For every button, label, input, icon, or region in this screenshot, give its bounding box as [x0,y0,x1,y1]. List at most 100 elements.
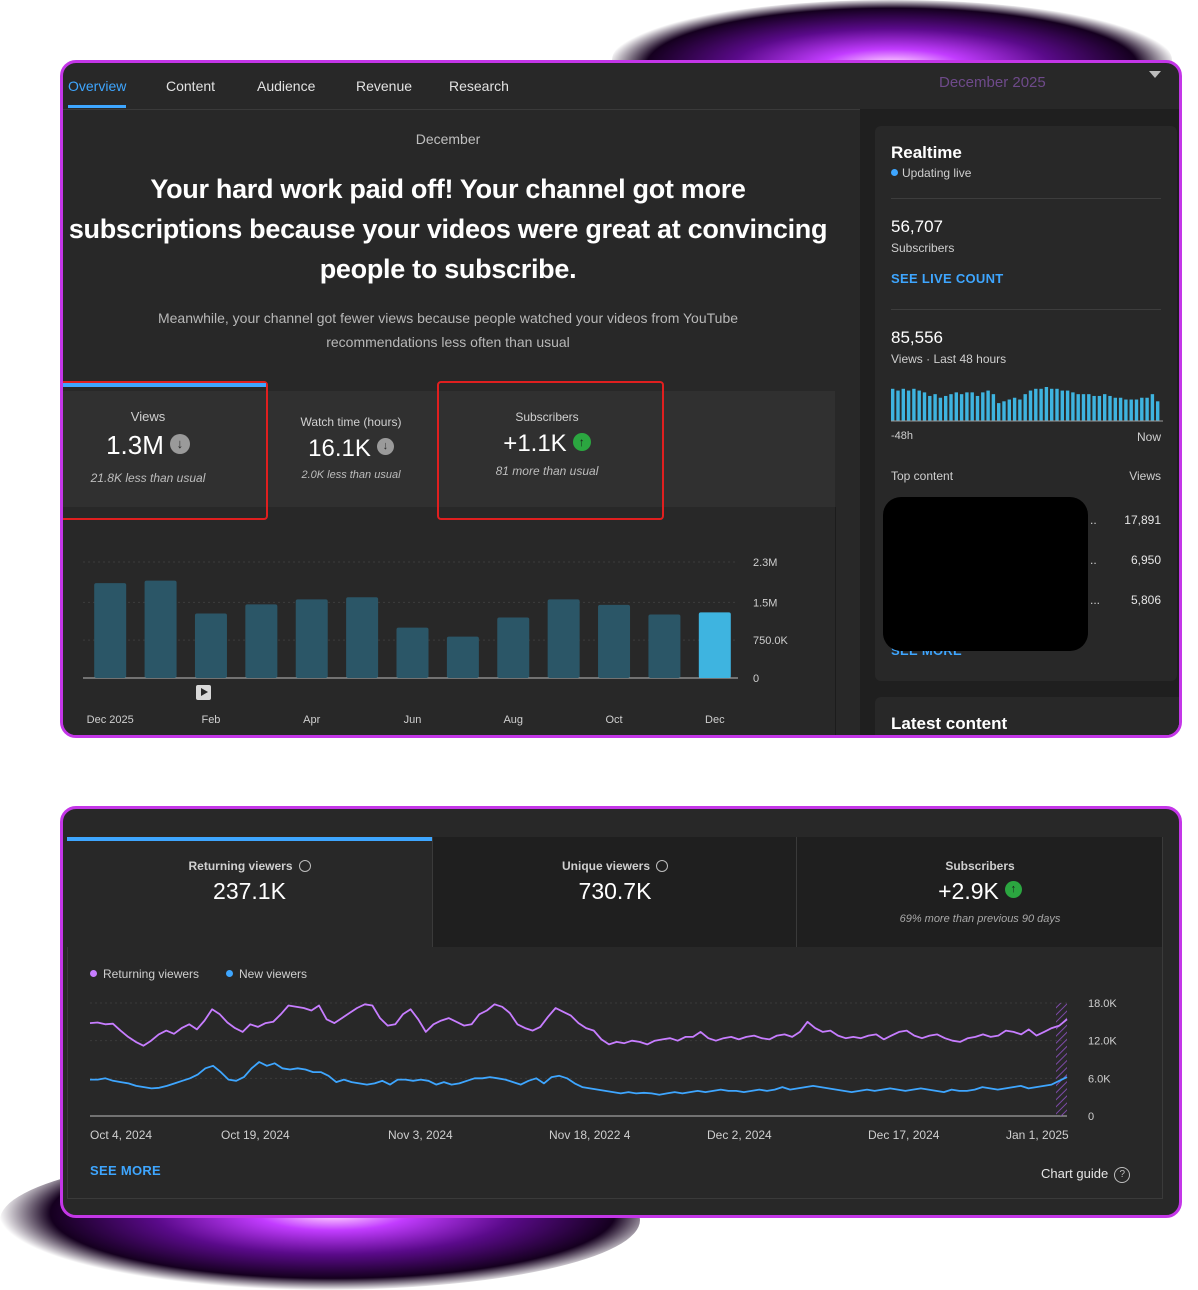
bar [1065,390,1070,421]
card-value: +2.9K [938,878,999,904]
subscriber-label: Subscribers [891,241,955,255]
top-content-views-label: Views [1129,469,1161,483]
x-tick-label: Apr [303,714,320,726]
chevron-down-icon[interactable] [1149,71,1161,78]
top-content-label: Top content [891,469,954,483]
x-tick-label: Nov 3, 2024 [388,1128,453,1142]
selected-metric-indicator [63,383,266,387]
x-tick-label: Jan 1, 2025 [1006,1128,1069,1142]
card-unique-viewers[interactable]: Unique viewers 730.7K [432,837,796,947]
bar [497,617,530,678]
x-tick-label: Oct 4, 2024 [90,1128,152,1142]
legend-dot-icon [226,970,233,978]
bar [901,388,905,421]
bar [396,627,429,678]
metric-subscribers[interactable]: Subscribers +1.1K ↑ 81 more than usual [437,410,657,478]
bar [975,395,980,421]
selected-card-indicator [67,837,432,841]
summary-subtext: Meanwhile, your channel got fewer views … [157,310,739,350]
x-tick-label: Dec 2025 [87,714,134,726]
active-tab-indicator [68,105,126,108]
bar [648,614,681,678]
arrow-up-icon: ↑ [572,432,591,451]
bar [94,583,127,678]
views-48h-count: 85,556 [891,328,943,347]
bar [1150,394,1155,421]
ellipsis: ... [1090,593,1101,607]
x-tick-label: Jun [404,714,422,726]
bar [1071,392,1075,421]
bar [1050,388,1054,421]
metric-label: Views [130,409,166,424]
arrow-down-icon: ↓ [376,438,394,456]
bar [1007,399,1011,421]
video-play-marker-icon[interactable] [196,685,211,700]
legend-new: New viewers [226,967,307,981]
highlight-box-subscribers [437,381,664,520]
bar [1124,399,1128,421]
see-live-count-button[interactable]: SEE LIVE COUNT [891,271,1004,286]
views-48h-label: Views · Last 48 hours [891,352,1007,366]
bar [1113,397,1117,421]
x-tick-label: Dec 17, 2024 [868,1128,940,1142]
metric-views[interactable]: Views 1.3M ↓ 21.8K less than usual [63,409,258,485]
realtime-views-chart [891,387,1163,422]
card-label: Returning viewers [188,859,293,873]
legend-label: New viewers [239,967,308,981]
audience-line-chart: 0 6.0K 12.0K 18.0K Oct 4, 2024 Oct 19, 2024 No… [89,998,1117,1142]
series-line [90,1061,1068,1096]
bar [917,390,921,421]
card-subscribers[interactable]: Subscribers +2.9K ↑ 69% more than previou… [796,837,1162,947]
bar [1060,390,1064,421]
help-icon: ? [1114,1166,1131,1183]
bar [1097,395,1102,421]
tab-content[interactable]: Content [166,78,216,94]
top-content-views-2: 6,950 [1130,553,1161,567]
bar [1118,397,1123,421]
summary-month: December [415,131,481,147]
bar [1081,394,1086,421]
chart-guide-button[interactable]: Chart guide? [1041,1166,1131,1183]
metric-watch-time[interactable]: Watch time (hours) 16.1K ↓ 2.0K less than… [241,415,461,481]
metric-value: +1.1K [503,430,567,457]
bar [922,392,927,421]
bar [954,392,958,421]
bar [1028,390,1033,421]
bar [1092,395,1096,421]
highlight-box-views [63,381,268,520]
bar [997,403,1001,421]
bar [698,612,731,678]
bar [1129,399,1133,421]
bar [1012,397,1017,421]
legend-returning: Returning viewers [90,967,199,981]
y-tick-label: 12.0K [1088,1036,1117,1048]
metric-label: Watch time (hours) [300,415,402,429]
x-tick-label: Oct 19, 2024 [221,1128,290,1142]
tab-overview[interactable]: Overview [68,78,127,94]
x-tick-label: Oct [605,714,622,726]
realtime-title: Realtime [891,143,962,162]
legend-label: Returning viewers [103,967,200,981]
card-label: Unique viewers [561,859,651,873]
bar [1087,394,1091,421]
bar [446,636,479,678]
bar [144,580,177,678]
tab-audience[interactable]: Audience [257,78,316,94]
bar [928,395,932,421]
bar [965,392,969,421]
bar [547,599,580,678]
latest-content-card [875,697,1179,735]
date-range-selector[interactable]: December 2025 [939,74,1046,91]
card-returning-viewers[interactable]: Returning viewers 237.1K [67,837,432,947]
bar [933,394,937,421]
bar [891,388,895,421]
card-value: 730.7K [578,878,652,904]
realtime-status-text: Updating live [902,166,972,180]
bar [1140,397,1144,421]
live-dot-icon [891,169,898,177]
x-tick-label: Feb [201,714,220,726]
bar [1103,394,1107,421]
tab-revenue[interactable]: Revenue [356,78,413,94]
tab-research[interactable]: Research [449,78,509,94]
see-more-button[interactable]: SEE MORE [90,1163,162,1178]
